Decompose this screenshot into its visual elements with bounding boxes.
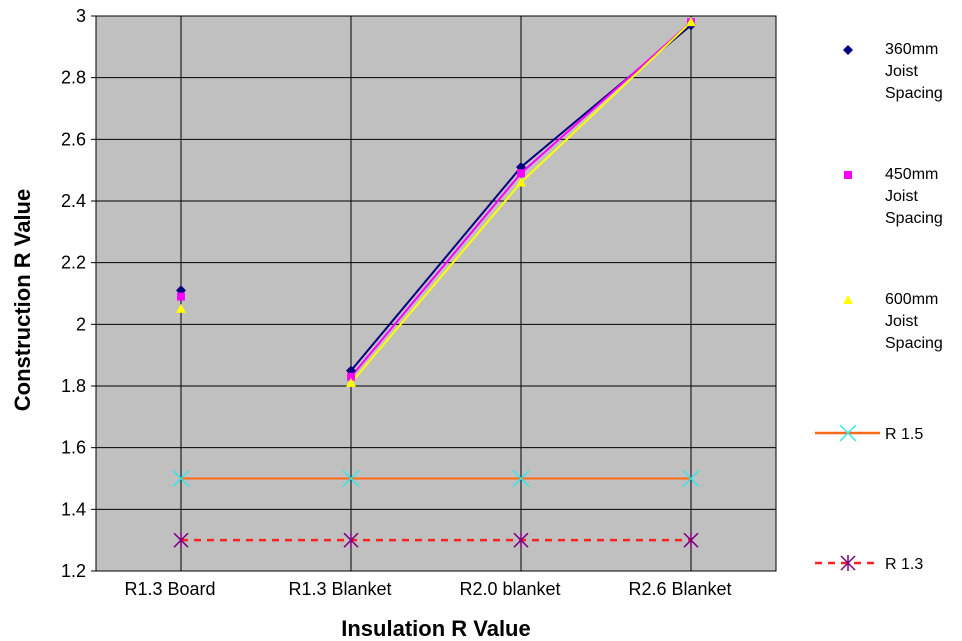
legend-label: 450mm — [885, 166, 938, 183]
legend-label: R 1.5 — [885, 426, 923, 443]
legend-label: Joist — [885, 188, 918, 205]
legend-label: Joist — [885, 63, 918, 80]
legend-entry: R 1.3 — [815, 555, 923, 573]
y-tick-label: 1.2 — [61, 561, 86, 581]
data-point — [513, 532, 529, 549]
series-markers — [172, 17, 700, 549]
data-point — [343, 532, 359, 549]
y-axis-ticks: 1.2 1.4 1.6 1.8 2 2.2 2.4 2.6 2.8 3 — [61, 6, 96, 581]
data-point — [516, 177, 526, 187]
y-tick-label: 2.4 — [61, 191, 86, 211]
legend-label: Spacing — [885, 85, 943, 102]
data-point — [517, 169, 525, 178]
legend-entry: R 1.5 — [815, 424, 923, 443]
legend-marker — [840, 555, 856, 571]
legend-marker — [843, 295, 853, 304]
data-point — [173, 532, 189, 549]
legend-entry: 600mm Joist Spacing — [843, 291, 943, 352]
y-tick-label: 2.2 — [61, 253, 86, 273]
legend-label: 360mm — [885, 41, 938, 58]
legend-marker — [843, 45, 853, 55]
legend-label: Spacing — [885, 210, 943, 227]
x-axis-ticks: R1.3 Board R1.3 Blanket R2.0 blanket R2.6 B… — [124, 579, 731, 599]
legend: 360mm Joist Spacing 450mm Joist Spacing 600mm J… — [815, 41, 943, 573]
data-point — [172, 469, 190, 488]
data-point — [342, 469, 360, 488]
legend-entry: 360mm Joist Spacing — [843, 41, 943, 102]
y-tick-label: 1.8 — [61, 376, 86, 396]
data-point — [177, 292, 185, 301]
legend-marker — [839, 424, 857, 442]
data-point — [683, 532, 699, 549]
data-point — [347, 372, 355, 381]
x-tick-label: R1.3 Board — [124, 579, 215, 599]
plot-area — [95, 15, 777, 572]
data-point — [176, 303, 186, 313]
y-axis-title: Construction R Value — [10, 189, 35, 411]
x-tick-label: R2.6 Blanket — [628, 579, 731, 599]
legend-label: 600mm — [885, 291, 938, 308]
x-axis-title: Insulation R Value — [341, 616, 530, 641]
y-tick-label: 1.6 — [61, 438, 86, 458]
data-point — [346, 377, 356, 387]
data-point — [512, 469, 530, 488]
y-tick-label: 2.8 — [61, 68, 86, 88]
data-point — [682, 469, 700, 488]
y-tick-label: 2 — [76, 314, 86, 334]
legend-marker — [844, 171, 852, 179]
data-point — [686, 17, 696, 27]
x-tick-label: R1.3 Blanket — [288, 579, 391, 599]
legend-label: Spacing — [885, 335, 943, 352]
legend-label: Joist — [885, 313, 918, 330]
y-tick-label: 2.6 — [61, 129, 86, 149]
legend-label: R 1.3 — [885, 556, 923, 573]
x-tick-label: R2.0 blanket — [459, 579, 560, 599]
y-tick-label: 3 — [76, 6, 86, 26]
y-tick-label: 1.4 — [61, 499, 86, 519]
legend-entry: 450mm Joist Spacing — [844, 166, 943, 227]
